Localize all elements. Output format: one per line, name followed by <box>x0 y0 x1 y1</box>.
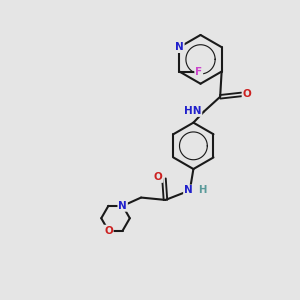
Text: H: H <box>198 185 206 195</box>
Text: F: F <box>195 67 202 76</box>
Text: O: O <box>104 226 113 236</box>
Text: O: O <box>154 172 162 182</box>
Text: HN: HN <box>184 106 201 116</box>
Text: N: N <box>118 201 127 211</box>
Text: O: O <box>242 89 251 99</box>
Text: N: N <box>184 185 193 195</box>
Text: N: N <box>175 42 184 52</box>
